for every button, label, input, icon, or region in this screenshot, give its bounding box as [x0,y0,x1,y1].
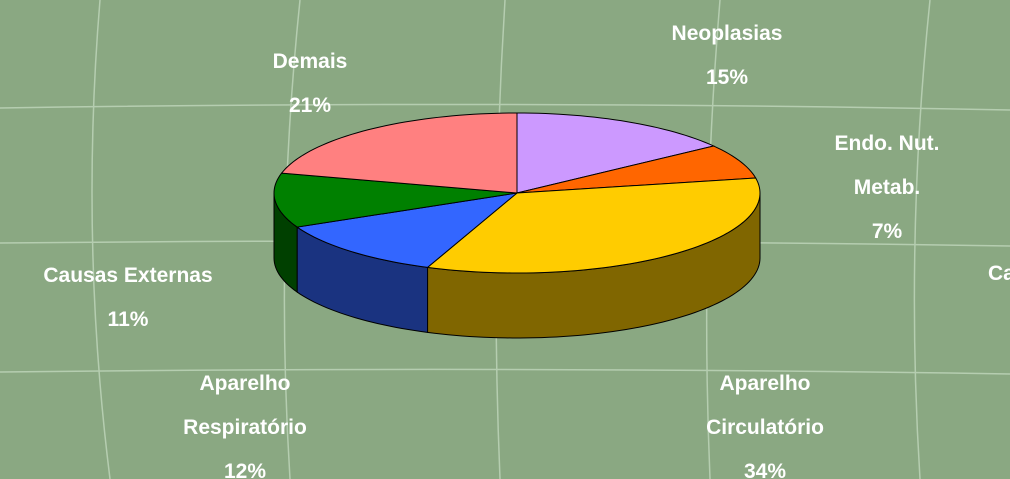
value-label: 11% [107,308,149,331]
slice [273,172,518,228]
value-label: 15% [705,66,749,89]
value-label: 12% [223,460,267,479]
category-name: Neoplasias [671,22,783,45]
category-name: Aparelho Respiratório [183,372,307,439]
slice-label: Causas Externas 11% [43,254,212,342]
slice-label: Neoplasias 15% [672,12,783,100]
slice-label: Demais 21% [273,40,348,128]
slice-label: Aparelho Respiratório 12% [183,362,307,479]
slice [295,192,519,268]
value-label: 21% [288,94,332,117]
slice-label: Endo. Nut. Metab. 7% [826,122,949,254]
slice [426,177,761,274]
category-name: Aparelho Circulatório [706,372,824,439]
category-name: Endo. Nut. Metab. [834,132,940,199]
annotation: Ca [988,262,1010,285]
pie [273,112,761,339]
slice [280,112,518,194]
slice-label: Aparelho Circulatório 34% [706,362,824,479]
value-label: 34% [743,460,787,479]
slice [516,112,716,194]
category-name: Demais [272,50,348,73]
value-label: 7% [871,220,903,243]
slice [516,145,757,194]
category-name: Causas Externas [43,264,213,287]
